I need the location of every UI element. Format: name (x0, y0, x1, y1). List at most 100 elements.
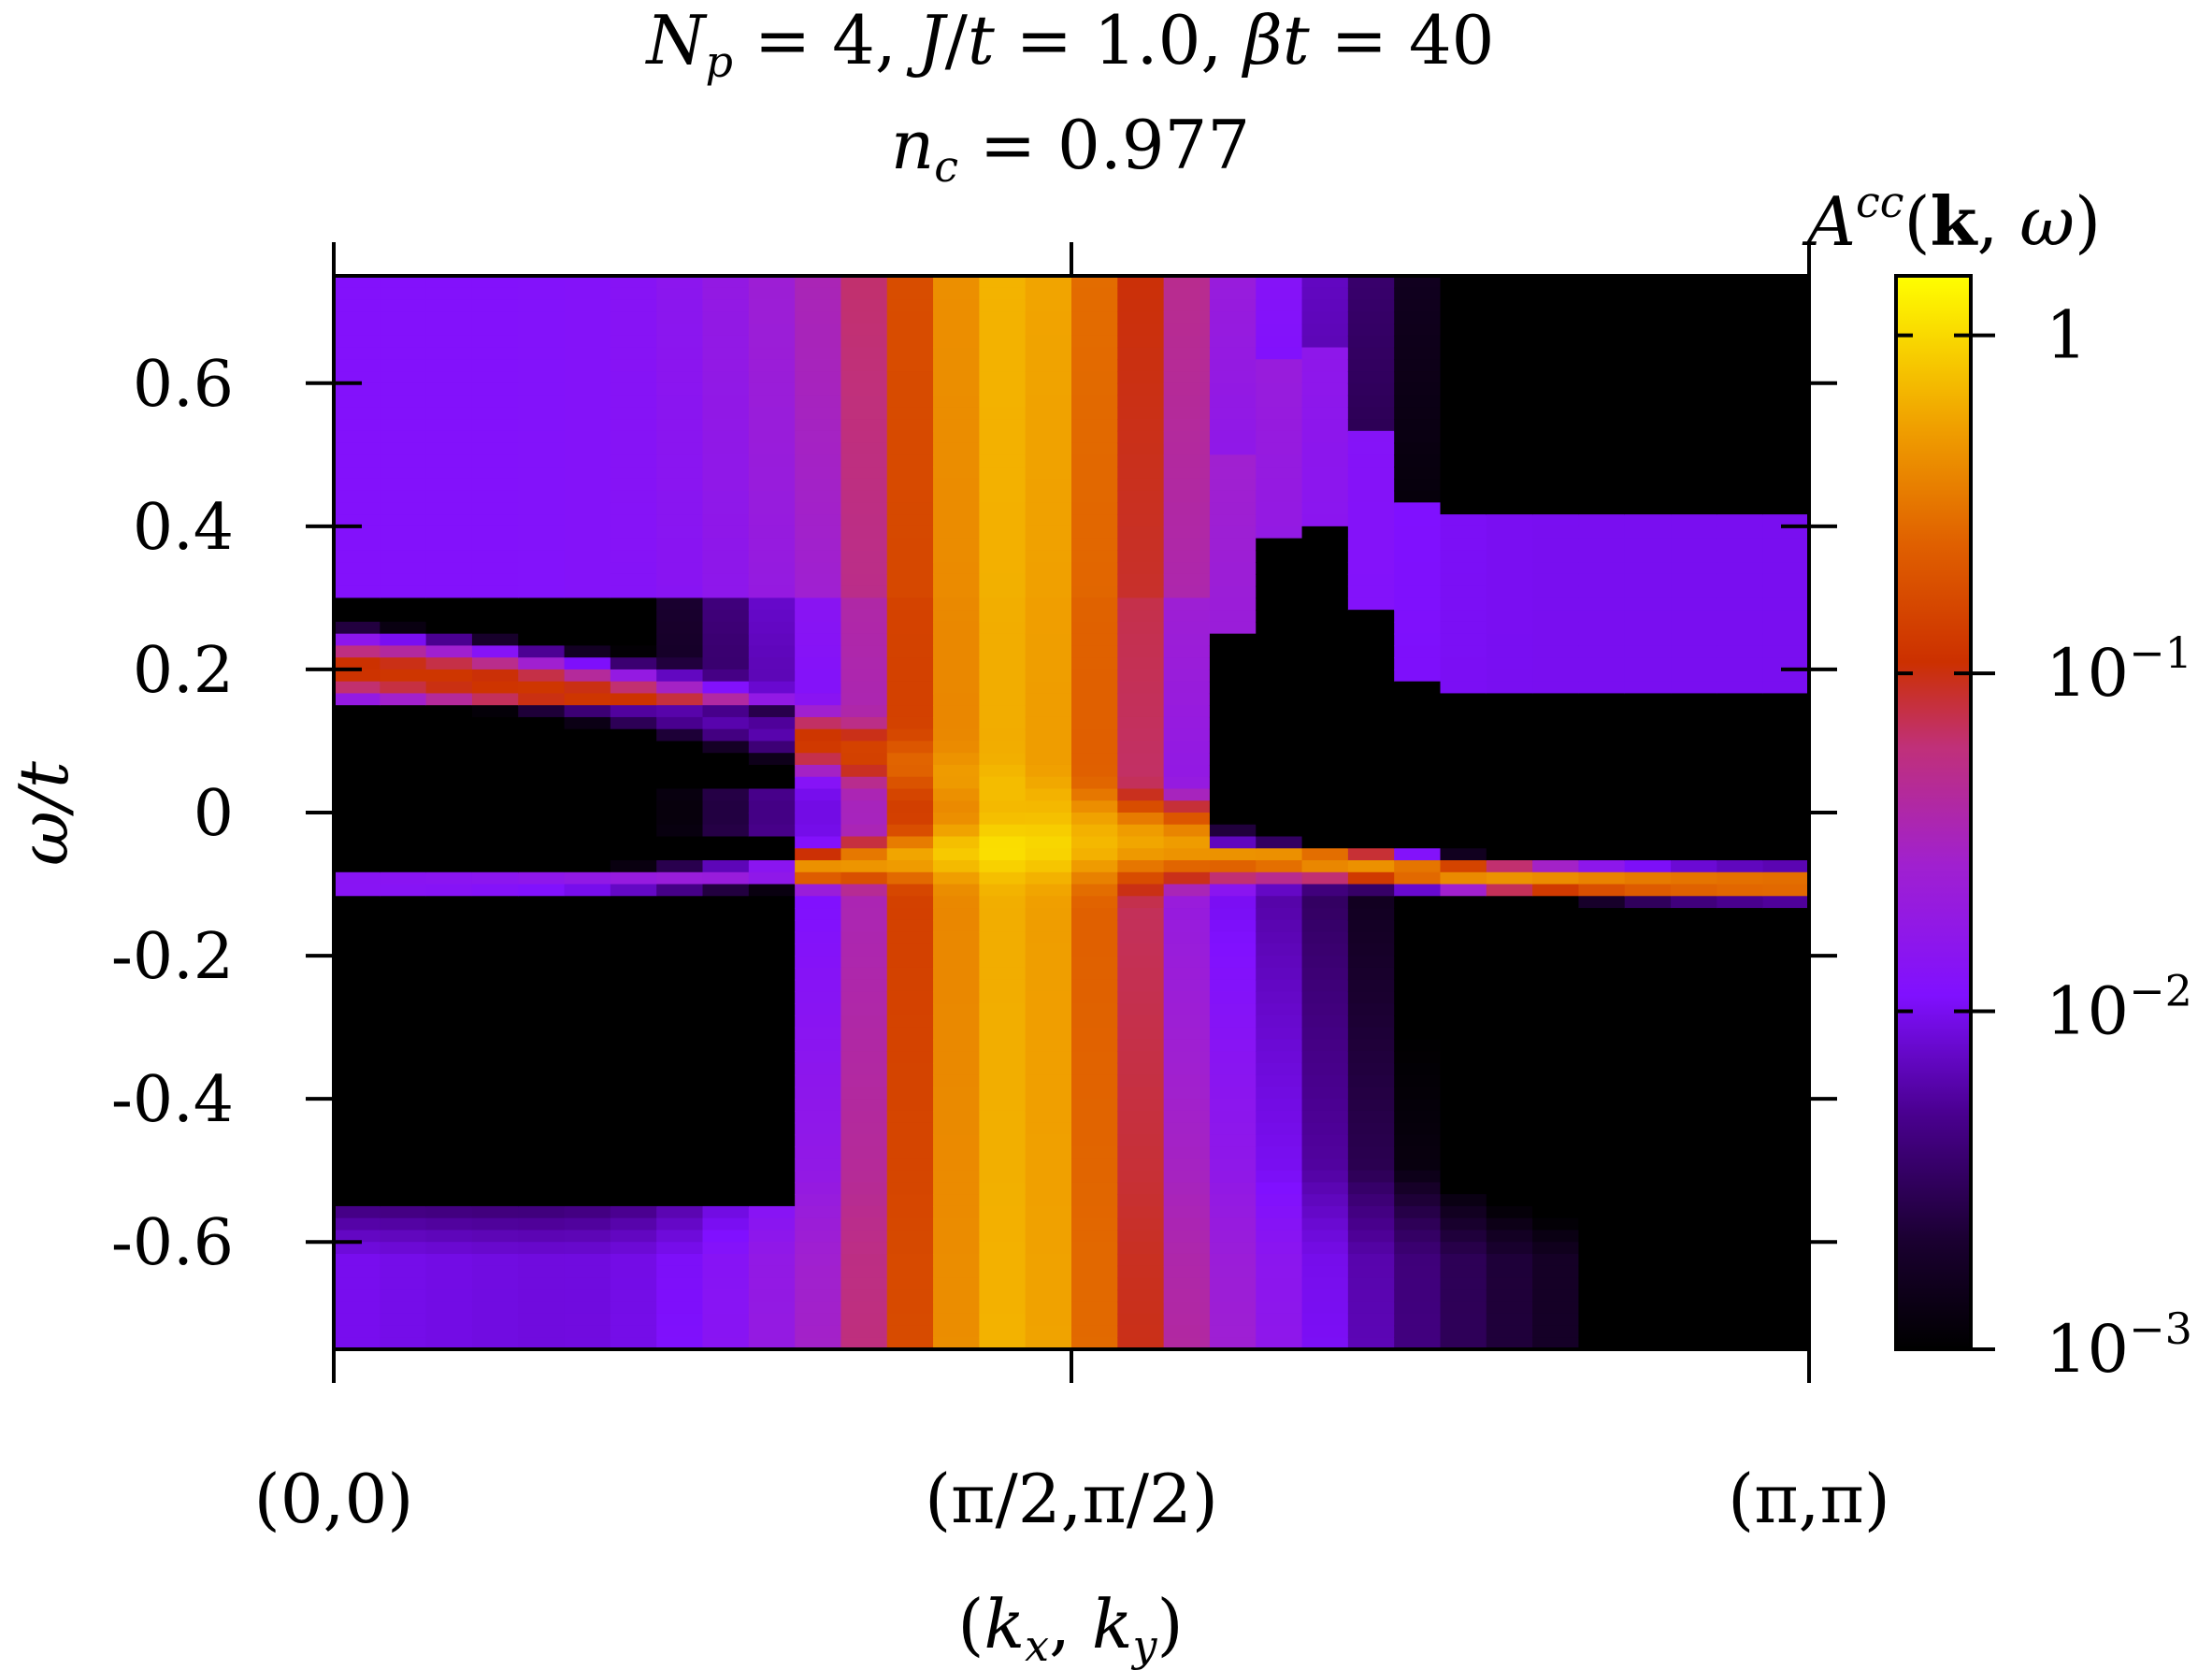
heatmap-cell (1301, 1277, 1349, 1291)
heatmap-cell (1486, 1134, 1533, 1147)
heatmap-cell (1163, 1158, 1211, 1172)
heatmap-cell (425, 776, 473, 790)
heatmap-cell (1578, 741, 1626, 755)
heatmap-cell (1117, 1027, 1165, 1041)
heatmap-cell (1301, 1158, 1349, 1172)
heatmap-cell (840, 979, 888, 993)
heatmap-cell (1025, 1051, 1072, 1064)
heatmap-cell (1532, 657, 1580, 670)
heatmap-cell (702, 1205, 750, 1219)
heatmap-cell (1671, 1099, 1718, 1112)
heatmap-cell (840, 454, 888, 468)
heatmap-cell (933, 1337, 981, 1350)
heatmap-cell (1394, 538, 1442, 552)
heatmap-cell (518, 741, 566, 755)
heatmap-cell (840, 1313, 888, 1327)
heatmap-cell (1071, 335, 1119, 349)
heatmap-cell (1025, 276, 1072, 289)
heatmap-cell (1301, 419, 1349, 432)
heatmap-cell (610, 1325, 657, 1339)
heatmap-cell (979, 1087, 1027, 1100)
heatmap-cell (1624, 1062, 1672, 1076)
heatmap-cell (1578, 573, 1626, 587)
heatmap-cell (1347, 1253, 1395, 1267)
heatmap-cell (1486, 1205, 1533, 1219)
heatmap-cell (334, 1205, 381, 1219)
heatmap-cell (334, 1253, 381, 1267)
heatmap-cell (380, 454, 427, 468)
heatmap-cell (748, 490, 796, 504)
heatmap-cell (1256, 467, 1303, 480)
heatmap-cell (748, 419, 796, 432)
heatmap-cell (564, 991, 611, 1004)
heatmap-cell (656, 371, 704, 384)
heatmap-cell (1209, 860, 1257, 873)
heatmap-cell (380, 1015, 427, 1029)
heatmap-cell (1440, 382, 1487, 396)
heatmap-cell (1394, 848, 1442, 861)
heatmap-cell (334, 919, 381, 933)
heatmap-cell (1716, 1074, 1764, 1088)
heatmap-cell (518, 359, 566, 372)
heatmap-cell (425, 1099, 473, 1112)
heatmap-cell (1209, 1253, 1257, 1267)
heatmap-cell (334, 764, 381, 778)
heatmap-cell (1347, 1182, 1395, 1195)
heatmap-cell (656, 395, 704, 409)
heatmap-cell (1117, 538, 1165, 552)
heatmap-cell (1716, 1158, 1764, 1172)
heatmap-cell (518, 860, 566, 873)
heatmap-cell (933, 1134, 981, 1147)
heatmap-cell (748, 776, 796, 790)
heatmap-cell (1716, 1265, 1764, 1279)
heatmap-cell (1209, 943, 1257, 957)
heatmap-cell (1624, 860, 1672, 873)
heatmap-cell (795, 395, 842, 409)
heatmap-cell (425, 562, 473, 575)
heatmap-cell (518, 800, 566, 813)
heatmap-cell (933, 324, 981, 337)
heatmap-cell (1071, 1039, 1119, 1052)
heatmap-cell (380, 1325, 427, 1339)
heatmap-cell (1486, 764, 1533, 778)
heatmap-cell (334, 1074, 381, 1088)
heatmap-cell (795, 860, 842, 873)
heatmap-cell (886, 813, 934, 826)
heatmap-cell (334, 741, 381, 755)
heatmap-cell (1347, 1099, 1395, 1112)
heatmap-cell (334, 585, 381, 599)
heatmap-cell (1071, 1325, 1119, 1339)
heatmap-cell (979, 347, 1027, 361)
heatmap-cell (1440, 347, 1487, 361)
heatmap-cell (1394, 753, 1442, 766)
heatmap-cell (979, 525, 1027, 540)
heatmap-cell (518, 919, 566, 933)
heatmap-cell (933, 347, 981, 361)
heatmap-cell (564, 956, 611, 969)
heatmap-cell (1209, 467, 1257, 480)
heatmap-cell (1486, 848, 1533, 861)
heatmap-cell (1347, 311, 1395, 324)
heatmap-cell (886, 860, 934, 873)
heatmap-cell (1163, 1134, 1211, 1147)
heatmap-cell (1532, 741, 1580, 755)
heatmap-cell (656, 287, 704, 301)
heatmap-cell (702, 693, 750, 706)
heatmap-cell (1671, 395, 1718, 409)
heatmap-cell (702, 538, 750, 552)
heatmap-cell (795, 621, 842, 635)
heatmap-cell (1486, 1039, 1533, 1052)
heatmap-cell (425, 908, 473, 921)
heatmap-cell (1624, 705, 1672, 718)
heatmap-cell (702, 931, 750, 945)
heatmap-cell (518, 728, 566, 742)
heatmap-cell (1025, 1170, 1072, 1184)
heatmap-cell (1762, 800, 1810, 813)
heatmap-cell (1117, 1015, 1165, 1029)
heatmap-cell (1209, 1003, 1257, 1016)
heatmap-cell (1671, 1134, 1718, 1147)
heatmap-cell (518, 610, 566, 623)
heatmap-cell (1578, 956, 1626, 969)
heatmap-cell (1025, 1099, 1072, 1112)
heatmap-cell (564, 525, 611, 540)
